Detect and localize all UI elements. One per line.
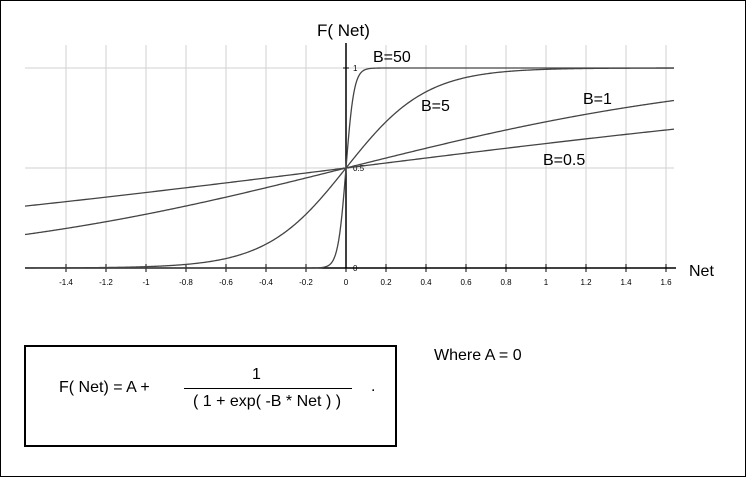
x-tick-label: 0.6 (460, 278, 472, 287)
x-tick-label: 1.4 (620, 278, 632, 287)
x-ticks: -1.4 -1.2 -1 -0.8 -0.6 -0.4 -0.2 0 0.2 0.4 0.6 0.8 1… (59, 264, 672, 287)
x-tick-label: -0.8 (179, 278, 193, 287)
curve-series-3 (24, 128, 675, 207)
x-tick-label: 0.2 (380, 278, 392, 287)
formula-box: F( Net) = A + 1 ( 1 + exp( -B * Net ) ) … (24, 345, 397, 447)
formula-trailing-dot: . (371, 378, 376, 395)
x-tick-label: 0.8 (500, 278, 512, 287)
y-tick-label: 0.5 (353, 164, 365, 173)
curve-series-0 (25, 67, 674, 269)
constant-note: Where A = 0 (434, 347, 522, 364)
fraction-bar (184, 388, 352, 389)
series-label-b50: B=50 (373, 49, 411, 66)
x-tick-label: -1.2 (99, 278, 113, 287)
formula-denominator: ( 1 + exp( -B * Net ) ) (193, 393, 342, 410)
sigmoid-chart: -1.4 -1.2 -1 -0.8 -0.6 -0.4 -0.2 0 0.2 0.4 0.6 0.8 1… (24, 21, 714, 287)
y-tick-label: 1 (353, 64, 358, 73)
x-tick-label: -1.4 (59, 278, 73, 287)
formula-lhs: F( Net) = A + (59, 379, 150, 396)
curve-series-1 (25, 67, 675, 269)
series-label-b5: B=5 (421, 98, 450, 115)
x-tick-label: 0 (344, 278, 349, 287)
y-axis-label: F( Net) (317, 21, 370, 40)
x-tick-label: -0.4 (259, 278, 273, 287)
x-axis-label: Net (689, 263, 714, 280)
x-tick-label: 0.4 (420, 278, 432, 287)
x-tick-label: 1.6 (660, 278, 672, 287)
series-label-b0-5: B=0.5 (543, 152, 585, 169)
series-label-b1: B=1 (583, 91, 612, 108)
x-tick-label: -1 (142, 278, 150, 287)
x-tick-label: 1.2 (580, 278, 592, 287)
y-tick-label: 0 (353, 264, 358, 273)
formula-numerator: 1 (252, 366, 261, 383)
x-tick-label: -0.2 (299, 278, 313, 287)
curves (24, 67, 675, 269)
grid (25, 45, 674, 268)
x-tick-label: 1 (544, 278, 549, 287)
x-tick-label: -0.6 (219, 278, 233, 287)
